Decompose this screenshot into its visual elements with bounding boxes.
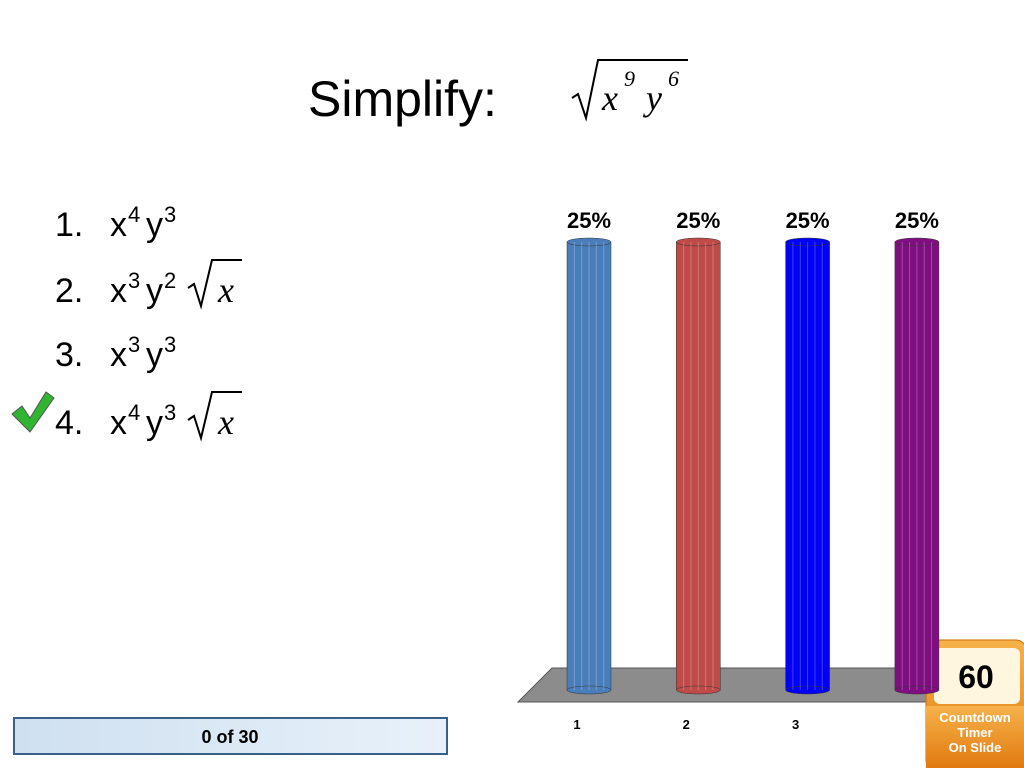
bar-top-cap [566, 237, 612, 247]
option-base: x [110, 272, 127, 310]
option-number: 2. [55, 272, 83, 310]
option-number: 1. [55, 206, 83, 244]
bar [894, 241, 940, 691]
option-base: x [110, 206, 127, 244]
value-label: 25% [895, 208, 939, 233]
timer-cover [926, 706, 1024, 768]
option-exp: 3 [128, 268, 140, 293]
option-exp: 4 [128, 202, 140, 227]
bar-base-cap [894, 685, 940, 695]
timer-value: 60 [958, 659, 994, 695]
timer-face [934, 648, 1020, 704]
option-exp: 3 [128, 332, 140, 357]
x-tick-label: 3 [792, 717, 799, 732]
option-number: 4. [55, 404, 83, 442]
option-exp: 4 [128, 400, 140, 425]
bar [566, 241, 612, 691]
option-base: y [146, 272, 163, 310]
timer-caption: Timer [957, 725, 992, 740]
counter-box [13, 717, 448, 755]
bar-base-cap [676, 685, 721, 695]
check-mark [11, 391, 55, 433]
bar-base-cap [566, 685, 612, 695]
option-base: y [146, 336, 163, 374]
option-base: y [146, 206, 163, 244]
option-exp: 3 [164, 400, 176, 425]
option-radicand: x [217, 270, 234, 310]
bar [676, 241, 721, 691]
x-tick-label: 2 [683, 717, 690, 732]
bar [785, 241, 830, 691]
radical-sign [571, 59, 688, 122]
bar-top-cap [894, 237, 940, 247]
option-base: x [110, 404, 127, 442]
x-tick-label: 1 [573, 717, 580, 732]
counter: 0 of 30 [201, 727, 258, 747]
option-exp: 3 [164, 332, 176, 357]
value-label: 25% [676, 208, 720, 233]
bar-base-cap [785, 685, 830, 695]
timer-caption: Countdown [939, 710, 1011, 725]
expr-base: x [601, 78, 618, 118]
radical-sign [187, 391, 242, 442]
expr-base: y [643, 78, 662, 118]
timer-caption: On Slide [949, 740, 1002, 755]
bar-top-cap [785, 237, 830, 247]
value-label: 25% [786, 208, 830, 233]
option-base: x [110, 336, 127, 374]
bar-top-cap [676, 237, 721, 247]
option-base: y [146, 404, 163, 442]
option-exp: 3 [164, 202, 176, 227]
expr-exp: 9 [624, 66, 635, 91]
expr-exp: 6 [668, 66, 679, 91]
title: Simplify: [308, 71, 497, 127]
option-number: 3. [55, 336, 83, 374]
value-label: 25% [567, 208, 611, 233]
option-radicand: x [217, 402, 234, 442]
radical-sign [187, 259, 242, 310]
option-exp: 2 [164, 268, 176, 293]
